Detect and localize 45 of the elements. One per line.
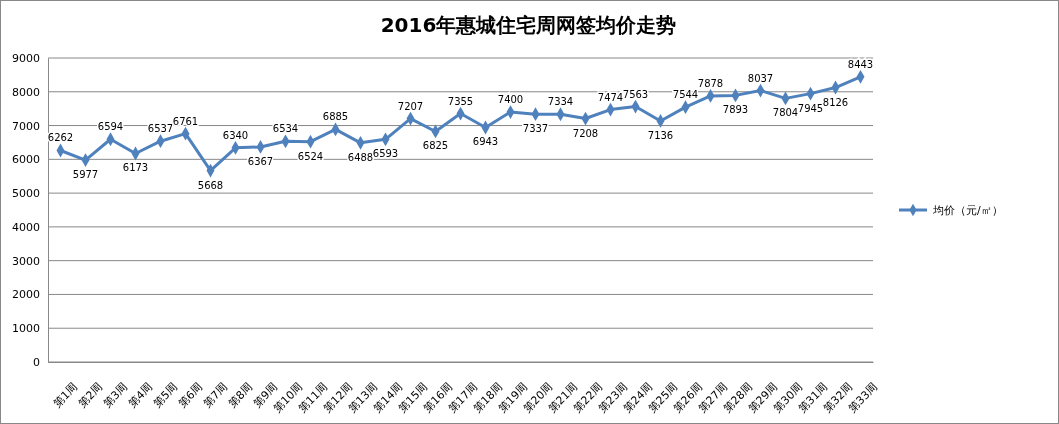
data-label: 7208 [572,127,599,139]
data-label: 7544 [672,89,699,101]
data-label: 7136 [647,129,674,141]
data-label: 6825 [422,140,449,152]
data-label: 6262 [47,132,74,144]
data-label: 6594 [97,121,124,133]
data-label: 6537 [147,123,174,135]
y-tick-label: 9000 [12,52,40,66]
data-label: 7337 [522,123,549,135]
y-tick-label: 6000 [12,153,40,167]
y-tick-label: 4000 [12,220,40,234]
data-label: 6524 [297,150,324,162]
data-label: 7207 [397,100,424,112]
data-label: 8443 [847,58,874,70]
data-label: 6593 [372,148,399,160]
y-tick-label: 5000 [12,187,40,201]
y-tick-label: 0 [33,356,40,370]
data-label: 7893 [722,104,749,116]
chart-title: 2016年惠城住宅周网签均价走势 [380,13,677,37]
data-label: 7945 [797,102,824,114]
y-tick-label: 7000 [12,119,40,133]
data-label: 7400 [497,94,524,106]
data-label: 7804 [772,107,799,119]
data-label: 6340 [222,129,249,141]
data-label: 6534 [272,123,299,135]
legend-label: 均价（元/㎡） [932,204,1003,217]
data-label: 8126 [822,96,849,108]
data-label: 6367 [247,155,274,167]
data-label: 7334 [547,96,574,108]
data-label: 5668 [197,179,224,191]
data-label: 6173 [122,162,149,174]
data-label: 6488 [347,151,374,163]
data-label: 6761 [172,115,199,127]
y-tick-label: 3000 [12,254,40,268]
data-label: 5977 [72,169,99,181]
y-tick-label: 1000 [12,322,40,336]
y-tick-label: 8000 [12,85,40,99]
data-label: 7474 [597,91,624,103]
y-tick-label: 2000 [12,288,40,302]
data-label: 7878 [697,77,724,89]
data-label: 7563 [622,88,649,100]
data-label: 8037 [747,72,774,84]
data-label: 6943 [472,136,499,148]
data-label: 7355 [447,95,474,107]
data-label: 6885 [322,111,349,123]
